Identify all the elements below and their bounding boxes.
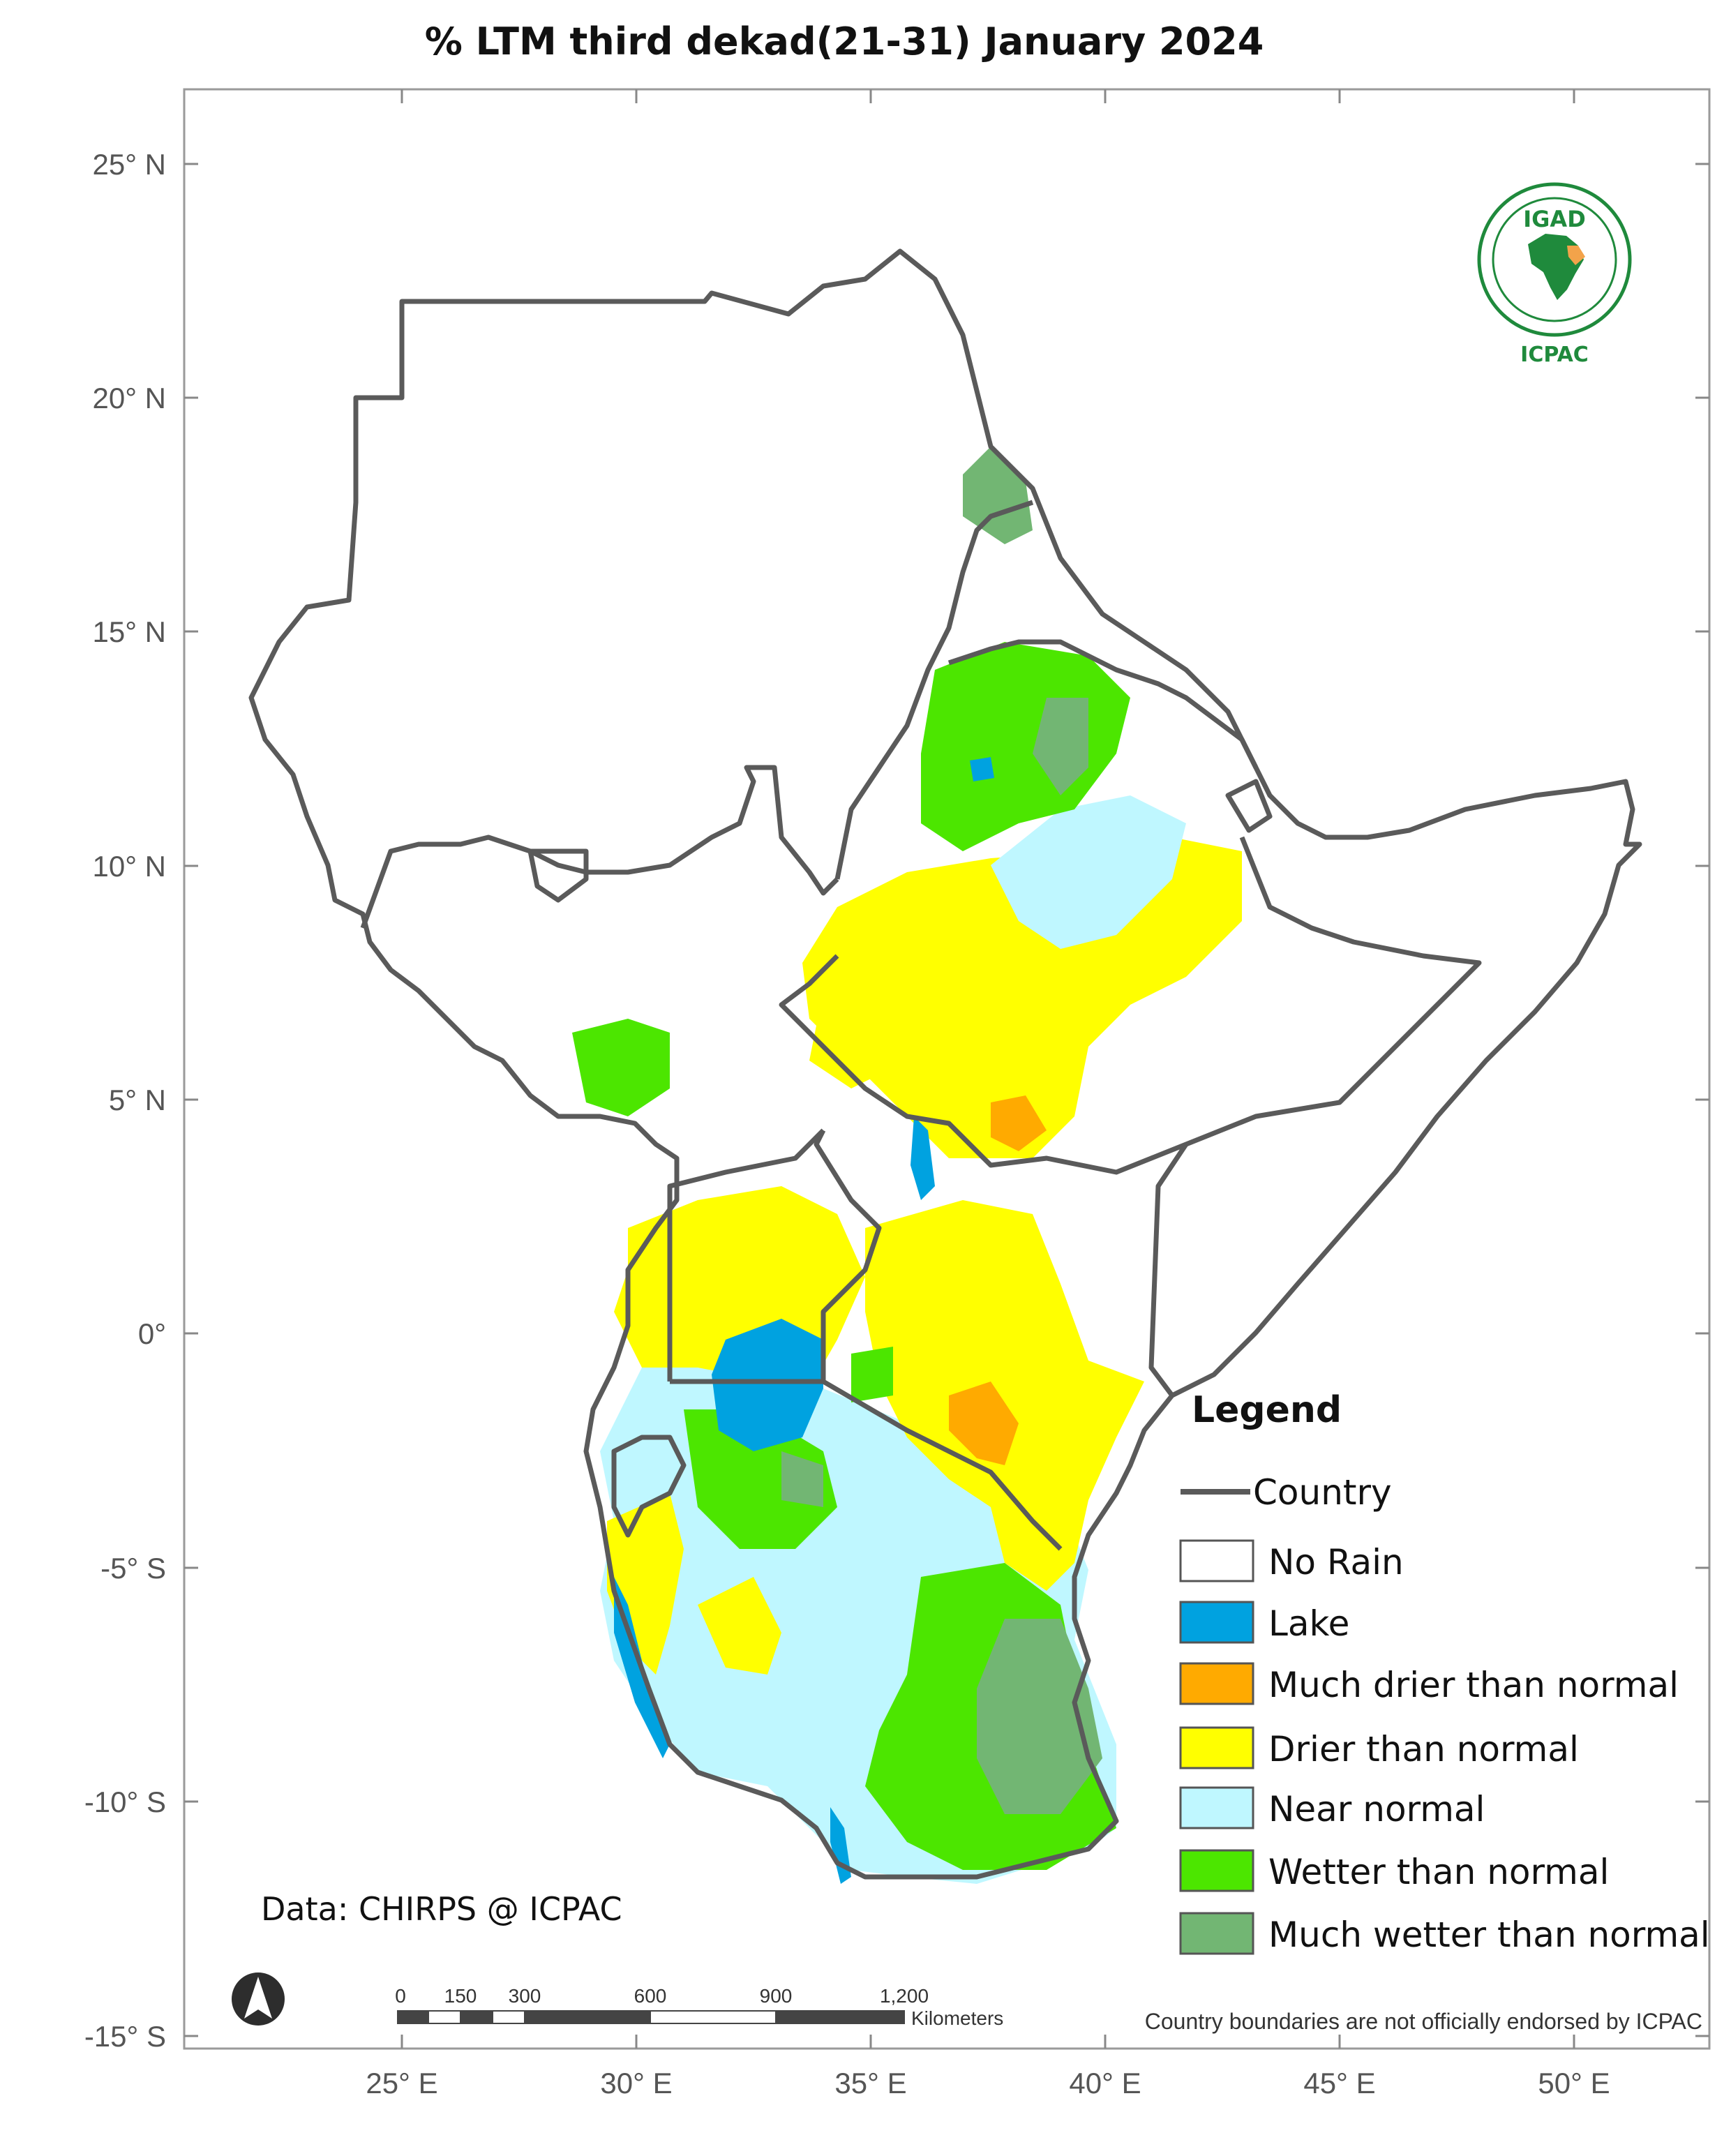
legend-country-label: Country	[1253, 1472, 1392, 1513]
legend-item-label: Much drier than normal	[1268, 1665, 1679, 1705]
wetter-region	[851, 1347, 893, 1402]
scale-tick-label: 900	[760, 1985, 793, 2007]
lon-label: 50° E	[1538, 2067, 1610, 2099]
scale-tick-label: 150	[444, 1985, 477, 2007]
logo-inner-ring	[1492, 197, 1617, 322]
legend: Legend Country No Rain Lake Much drier tha…	[1179, 1389, 1710, 1955]
legend-swatch	[1179, 1786, 1254, 1829]
scale-unit-label: Kilometers	[911, 2007, 1003, 2029]
border-djibouti	[1225, 779, 1273, 833]
border-eritrea-ethiopia	[947, 639, 1259, 769]
wetter-region	[572, 1019, 670, 1116]
logo-ring	[1477, 182, 1632, 337]
north-arrow-icon	[232, 1972, 285, 2026]
horn-highlight-icon	[1567, 246, 1585, 265]
lon-label: 45° E	[1303, 2067, 1375, 2099]
legend-swatch	[1179, 1601, 1254, 1644]
drier-region	[809, 991, 879, 1088]
region-outline	[248, 248, 1642, 1880]
scale-segment	[775, 2010, 905, 2024]
lon-label: 35° E	[834, 2067, 906, 2099]
scale-segment	[650, 2010, 777, 2024]
scale-segment	[492, 2010, 525, 2024]
lake-turkana	[911, 1116, 935, 1200]
lat-label: 5° N	[109, 1084, 166, 1116]
logo-bottom-text: ICPAC	[1520, 343, 1589, 367]
scale-segment	[524, 2010, 651, 2024]
map-frame	[183, 88, 1711, 2050]
lat-label: 25° N	[92, 148, 166, 181]
lat-label: 10° N	[92, 850, 166, 883]
map-title: % LTM third dekad(21-31) January 2024	[425, 20, 1264, 63]
lat-label: -15° S	[84, 2020, 166, 2053]
scale-tick-label: 300	[509, 1985, 541, 2007]
much-wetter-region	[963, 447, 1033, 544]
scale-bar: 0 150 300 600 900 1,200 Kilometers	[395, 1985, 1003, 2029]
scale-segments	[397, 2010, 905, 2024]
legend-title: Legend	[1192, 1389, 1342, 1431]
border-ethiopia-sudan	[834, 500, 1034, 880]
much-wetter-region	[977, 1619, 1102, 1814]
scale-segment	[397, 2010, 429, 2024]
scale-tick-label: 0	[395, 1985, 406, 2007]
boundary-disclaimer: Country boundaries are not officially en…	[1145, 2009, 1702, 2034]
scale-segment	[428, 2010, 461, 2024]
lake-victoria	[712, 1319, 823, 1451]
much-wetter-region	[781, 1451, 823, 1507]
much-drier-region	[991, 1095, 1047, 1151]
lon-label: 30° E	[600, 2067, 672, 2099]
lat-label: -5° S	[100, 1552, 166, 1585]
data-credit: Data: CHIRPS @ ICPAC	[261, 1890, 622, 1928]
wetter-region	[921, 642, 1130, 851]
legend-swatch	[1179, 1662, 1254, 1705]
latitude-labels: 25° N 20° N 15° N 10° N 5° N 0° -5° S -1…	[84, 148, 166, 2053]
lake-tana	[970, 757, 994, 781]
border-rwanda-burundi	[611, 1435, 687, 1538]
legend-swatch	[1179, 1912, 1254, 1955]
scale-tick-label: 600	[634, 1985, 667, 2007]
border-abyei	[527, 848, 589, 903]
lat-label: 15° N	[92, 615, 166, 648]
graticule-ticks	[184, 89, 1709, 2049]
lon-label: 25° E	[366, 2067, 437, 2099]
legend-item-label: Near normal	[1268, 1789, 1485, 1829]
border-kenya-tanzania	[670, 1379, 1063, 1551]
border-ethiopia-somalia	[779, 836, 1482, 1175]
border-kenya-somalia	[1148, 1143, 1188, 1398]
wetter-region	[684, 1409, 837, 1549]
legend-item-label: No Rain	[1268, 1542, 1404, 1582]
legend-swatch	[1179, 1849, 1254, 1892]
border-kenya-uganda	[814, 1129, 882, 1382]
drier-region	[698, 1577, 781, 1675]
africa-icon	[1528, 234, 1584, 300]
scale-segment	[460, 2010, 493, 2024]
legend-item-label: Wetter than normal	[1268, 1852, 1609, 1892]
drier-region	[865, 1200, 1144, 1591]
legend-item-label: Much wetter than normal	[1268, 1915, 1710, 1955]
lat-label: 20° N	[92, 382, 166, 414]
border-sudan-southsudan	[360, 765, 839, 929]
much-drier-region	[949, 1382, 1019, 1465]
country-boundaries	[248, 248, 1642, 1880]
lat-label: -10° S	[84, 1786, 166, 1818]
legend-swatch	[1179, 1539, 1254, 1582]
legend-item-label: Lake	[1268, 1603, 1349, 1644]
near-normal-region	[991, 795, 1186, 949]
lat-label: 0°	[138, 1317, 166, 1350]
lon-label: 40° E	[1069, 2067, 1141, 2099]
longitude-labels: 25° E 30° E 35° E 40° E 45° E 50° E	[366, 2067, 1610, 2099]
legend-item-label: Drier than normal	[1268, 1729, 1579, 1769]
rainfall-anomaly-layer	[572, 447, 1242, 1884]
legend-items: No Rain Lake Much drier than normal Drier t…	[1179, 1539, 1710, 1955]
igad-icpac-logo: IGAD ICPAC	[1477, 182, 1632, 367]
logo-top-text: IGAD	[1523, 206, 1586, 232]
scale-tick-label: 1,200	[880, 1985, 929, 2007]
border-uganda	[667, 1128, 825, 1382]
north-arrow-needle	[244, 1977, 272, 2019]
legend-swatch	[1179, 1726, 1254, 1769]
much-wetter-region	[1033, 698, 1088, 795]
